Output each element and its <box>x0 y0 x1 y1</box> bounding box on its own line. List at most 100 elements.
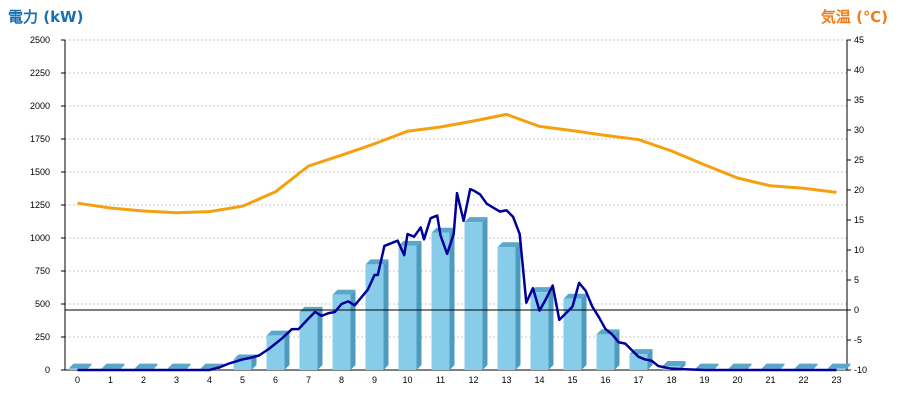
bar-top <box>266 330 290 336</box>
x-tick-label: 0 <box>75 375 80 385</box>
bar <box>530 292 549 370</box>
bar-top <box>365 259 389 265</box>
bar-top <box>464 217 488 223</box>
bar <box>497 247 516 370</box>
bar-top <box>101 363 125 369</box>
temperature-line <box>77 112 837 215</box>
bar-side <box>680 361 686 370</box>
bar-side <box>581 293 587 370</box>
x-tick-label: 7 <box>306 375 311 385</box>
x-tick-label: 8 <box>339 375 344 385</box>
bar-top <box>530 287 554 293</box>
x-tick-label: 5 <box>240 375 245 385</box>
left-tick-label: 1500 <box>30 167 50 177</box>
bar-side <box>284 330 290 370</box>
bar-top <box>728 363 752 369</box>
bar-side <box>713 363 719 370</box>
bar <box>596 334 615 370</box>
x-tick-label: 2 <box>141 375 146 385</box>
left-tick-label: 1250 <box>30 200 50 210</box>
x-tick-label: 11 <box>436 375 445 385</box>
x-tick-label: 22 <box>798 375 808 385</box>
bar-top <box>167 363 191 369</box>
bar-side <box>614 329 620 370</box>
bar-side <box>416 240 422 370</box>
bar <box>464 222 483 370</box>
bar-top <box>662 361 686 367</box>
bar-side <box>845 363 851 370</box>
right-tick-label: 45 <box>854 35 864 45</box>
x-tick-label: 9 <box>372 375 377 385</box>
left-tick-label: 250 <box>35 332 50 342</box>
bar-side <box>812 363 818 370</box>
left-tick-label: 1000 <box>30 233 50 243</box>
right-tick-label: 0 <box>854 305 859 315</box>
left-tick-label: 2000 <box>30 101 50 111</box>
bar <box>266 335 285 370</box>
left-tick-label: 2500 <box>30 35 50 45</box>
bar <box>365 264 384 370</box>
x-tick-label: 19 <box>699 375 709 385</box>
x-tick-label: 14 <box>534 375 544 385</box>
bar-side <box>746 363 752 370</box>
bar-top <box>695 363 719 369</box>
x-tick-label: 12 <box>468 375 478 385</box>
left-tick-label: 750 <box>35 266 50 276</box>
right-tick-label: 35 <box>854 95 864 105</box>
bar <box>332 294 351 370</box>
bar-side <box>449 227 455 370</box>
x-tick-label: 23 <box>831 375 841 385</box>
x-tick-label: 21 <box>765 375 775 385</box>
right-tick-label: 20 <box>854 185 864 195</box>
x-tick-label: 4 <box>207 375 212 385</box>
left-tick-label: 2250 <box>30 68 50 78</box>
right-tick-label: 10 <box>854 245 864 255</box>
bar <box>233 359 252 370</box>
bar-side <box>86 363 92 370</box>
left-tick-label: 1750 <box>30 134 50 144</box>
x-tick-label: 16 <box>600 375 610 385</box>
x-tick-label: 6 <box>273 375 278 385</box>
bar <box>299 311 318 370</box>
x-tick-label: 15 <box>567 375 577 385</box>
bar-top <box>497 242 521 248</box>
right-tick-label: 5 <box>854 275 859 285</box>
right-tick-label: 25 <box>854 155 864 165</box>
x-tick-label: 3 <box>174 375 179 385</box>
left-axis-title: 電力 (kW) <box>8 8 84 26</box>
bar <box>398 245 417 370</box>
x-tick-label: 1 <box>108 375 113 385</box>
right-tick-label: 40 <box>854 65 864 75</box>
right-tick-label: -10 <box>854 365 867 375</box>
bar-side <box>515 242 521 370</box>
bar-top <box>332 289 356 295</box>
right-tick-label: 30 <box>854 125 864 135</box>
right-tick-label: 15 <box>854 215 864 225</box>
x-tick-label: 20 <box>732 375 742 385</box>
bar <box>563 298 582 370</box>
x-tick-label: 18 <box>666 375 676 385</box>
x-tick-label: 17 <box>633 375 643 385</box>
x-tick-label: 13 <box>501 375 511 385</box>
power-line <box>77 187 837 372</box>
bar-side <box>548 287 554 370</box>
left-tick-label: 0 <box>45 365 50 375</box>
bar-side <box>482 217 488 370</box>
bar-side <box>317 306 323 370</box>
bar-side <box>119 363 125 370</box>
right-tick-label: -5 <box>854 335 862 345</box>
bar-side <box>383 259 389 370</box>
bar-side <box>185 363 191 370</box>
bar-top <box>761 363 785 369</box>
bar-side <box>779 363 785 370</box>
bar <box>431 232 450 370</box>
bar-top <box>794 363 818 369</box>
right-axis-title: 気温 (℃) <box>820 8 888 26</box>
bar-side <box>152 363 158 370</box>
left-tick-label: 500 <box>35 299 50 309</box>
bar-top <box>398 240 422 246</box>
bar-top <box>134 363 158 369</box>
bar-top <box>68 363 92 369</box>
